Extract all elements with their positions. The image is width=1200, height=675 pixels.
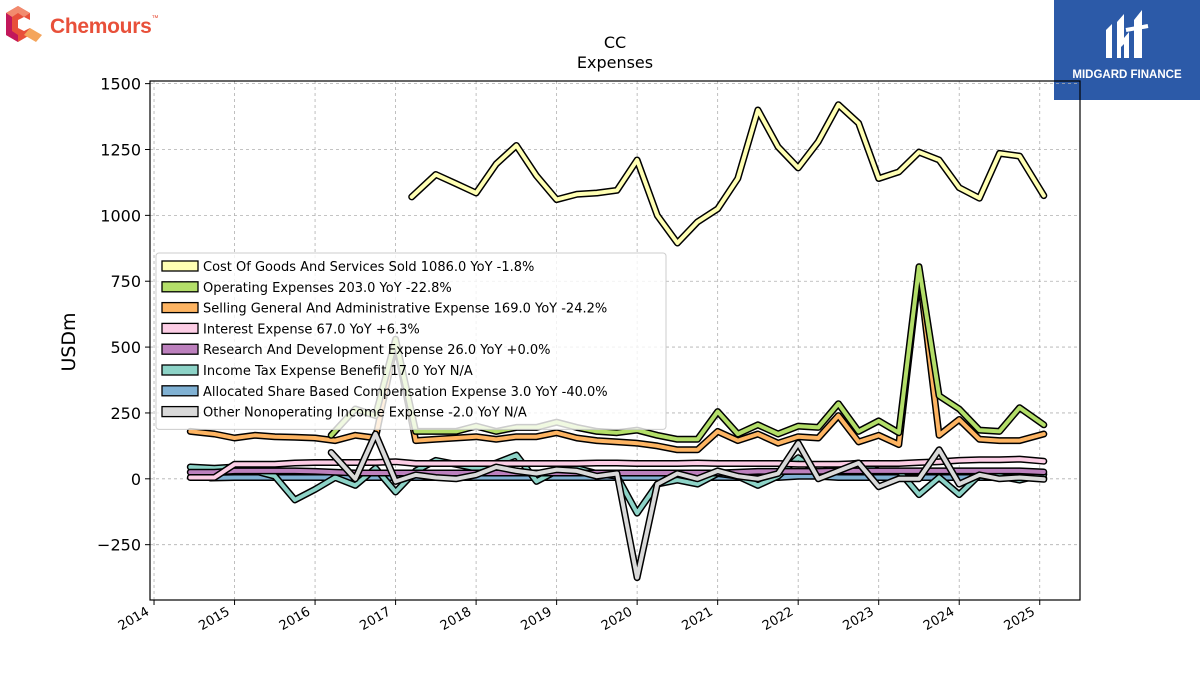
legend-item: Operating Expenses 203.0 YoY -22.8%	[161, 281, 452, 296]
legend-item: Allocated Share Based Compensation Expen…	[161, 385, 608, 400]
legend-swatch	[161, 405, 199, 418]
series-line	[188, 457, 1046, 480]
series-layer	[186, 101, 1048, 582]
legend-swatch	[161, 343, 199, 355]
legend-swatch	[161, 281, 199, 293]
y-tick-label: 750	[110, 272, 141, 291]
y-axis: −250 0 250 500 750 1000 1250 1500	[97, 75, 150, 555]
legend-item: Income Tax Expense Benefit 17.0 YoY N/A	[161, 364, 473, 379]
series-line	[329, 432, 1046, 580]
y-tick-label: 1250	[100, 140, 141, 159]
midgard-logo-icon	[1106, 10, 1149, 58]
legend-label: Operating Expenses 203.0 YoY -22.8%	[203, 281, 452, 296]
legend-box	[155, 252, 667, 430]
legend: Cost Of Goods And Services Sold 1086.0 Y…	[155, 252, 667, 430]
x-tick-label: 2016	[277, 604, 313, 634]
chemours-wordmark: Chemours™	[50, 15, 159, 38]
x-tick-label: 2020	[599, 604, 635, 634]
legend-swatch	[161, 301, 199, 314]
y-tick-label: 250	[110, 404, 141, 423]
legend-label: Interest Expense 67.0 YoY +6.3%	[203, 322, 420, 337]
legend-label: Allocated Share Based Compensation Expen…	[203, 385, 608, 400]
series-line	[188, 268, 1046, 452]
y-tick-label: 1000	[100, 206, 141, 225]
legend-item: Selling General And Administrative Expen…	[161, 301, 607, 317]
legend-swatch	[161, 260, 199, 272]
x-tick-label: 2017	[357, 604, 393, 634]
x-tick-label: 2025	[1002, 604, 1038, 634]
legend-label: Cost Of Goods And Services Sold 1086.0 Y…	[203, 260, 534, 275]
legend-label: Income Tax Expense Benefit 17.0 YoY N/A	[203, 364, 473, 379]
legend-label: Research And Development Expense 26.0 Yo…	[203, 343, 550, 358]
legend-item: Cost Of Goods And Services Sold 1086.0 Y…	[161, 260, 534, 275]
x-tick-label: 2014	[116, 604, 152, 634]
series-line	[329, 264, 1046, 442]
y-tick-label: −250	[97, 536, 141, 555]
midgard-finance-logo: MIDGARD FINANCE	[1054, 0, 1200, 100]
legend-item: Interest Expense 67.0 YoY +6.3%	[161, 322, 420, 337]
x-tick-label: 2023	[841, 604, 877, 634]
x-tick-label: 2021	[680, 604, 716, 634]
y-tick-label: 1500	[100, 75, 141, 94]
legend-label: Other Nonoperating Income Expense -2.0 Y…	[203, 406, 527, 421]
chart-title: CC	[604, 33, 626, 52]
chart-subtitle: Expenses	[577, 53, 653, 72]
series-line	[409, 102, 1046, 245]
y-axis-label: USDm	[58, 312, 80, 371]
x-tick-label: 2015	[196, 604, 232, 634]
x-tick-label: 2019	[518, 604, 554, 634]
plot-frame	[149, 80, 1081, 601]
series-other-nonoperating-income-expense	[327, 430, 1048, 582]
chemours-logo-icon	[6, 6, 42, 42]
x-axis: 2014 2015 2016 2017 2018 2019 2020 2021 2022 2023…	[116, 600, 1041, 634]
legend-label: Selling General And Administrative Expen…	[203, 302, 607, 317]
series-interest-expense	[186, 455, 1048, 481]
legend-item: Research And Development Expense 26.0 Yo…	[161, 343, 550, 358]
legend-swatch	[161, 385, 199, 397]
y-tick-label: 500	[110, 338, 141, 357]
legend-swatch	[161, 322, 199, 335]
legend-swatch	[161, 364, 199, 376]
x-tick-label: 2024	[921, 604, 957, 634]
chemours-logo: Chemours™	[4, 4, 174, 50]
legend-item: Other Nonoperating Income Expense -2.0 Y…	[161, 405, 527, 421]
x-tick-label: 2018	[438, 604, 474, 634]
series-cost-of-goods-and-services-sold	[408, 101, 1048, 247]
x-tick-label: 2022	[760, 604, 796, 634]
series-operating-expenses	[327, 263, 1048, 443]
y-tick-label: 0	[131, 470, 141, 489]
series-selling-general-and-administrative-expense	[186, 267, 1048, 454]
midgard-wordmark: MIDGARD FINANCE	[1072, 69, 1182, 81]
